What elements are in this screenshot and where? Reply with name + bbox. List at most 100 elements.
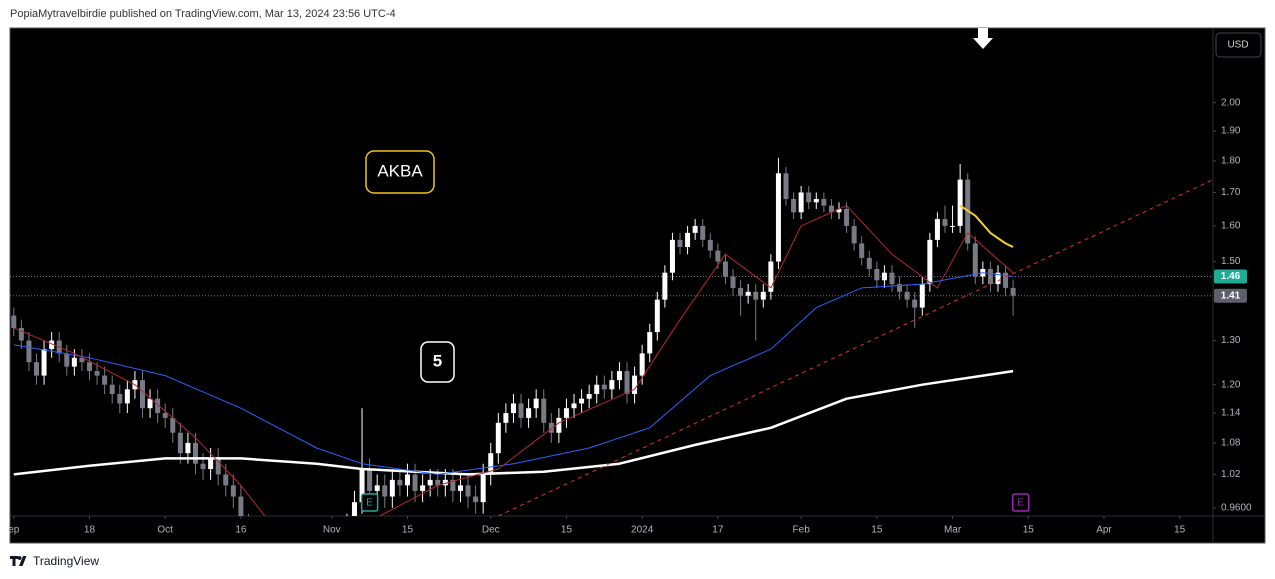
candle-body	[526, 408, 532, 418]
event-marker	[1011, 493, 1030, 512]
candle-body	[874, 268, 880, 281]
candle-body	[420, 485, 426, 491]
candle-body	[124, 389, 130, 404]
candle-body	[337, 544, 342, 556]
candle-body	[571, 403, 577, 409]
y-tick-label: 1.30	[1221, 335, 1241, 346]
candle-body	[579, 398, 585, 404]
candle-body	[768, 261, 774, 292]
badge-box	[420, 341, 455, 383]
candle-body	[753, 291, 759, 300]
candle-body	[510, 403, 516, 414]
candle-body	[791, 198, 797, 213]
candle-body	[11, 315, 17, 328]
x-tick-label: Oct	[157, 525, 173, 536]
currency-box[interactable]	[1215, 32, 1262, 58]
candle-body	[404, 474, 410, 486]
candle-body	[722, 261, 728, 277]
symbol-box	[365, 150, 435, 194]
candle-body	[654, 299, 660, 333]
indicator-line	[498, 179, 1213, 516]
y-tick-label: 1.80	[1221, 156, 1241, 167]
candle-body	[488, 453, 494, 475]
y-tick-label: 1.70	[1221, 187, 1241, 198]
candle-body	[995, 272, 1001, 285]
candle-body	[897, 284, 903, 292]
candle-body	[208, 458, 214, 470]
chart-frame	[9, 27, 1266, 544]
candle-body	[730, 276, 736, 288]
candle-body	[692, 225, 698, 233]
price-label-box	[1214, 269, 1247, 284]
candle-body	[223, 474, 229, 486]
footer-brand: TradingView	[33, 554, 99, 568]
candle-body	[450, 479, 456, 491]
candle-body	[859, 243, 865, 258]
candle-body	[889, 272, 895, 285]
candle-body	[957, 179, 963, 226]
y-tick-label: 1.02	[1221, 469, 1241, 480]
indicator-line	[13, 272, 1014, 475]
candle-body	[351, 502, 357, 516]
candle-body	[435, 479, 441, 486]
candle-body	[389, 479, 395, 497]
x-tick-label: 15	[561, 525, 573, 536]
candle-body	[745, 291, 751, 296]
candle-body	[1010, 287, 1016, 296]
candle-body	[314, 575, 319, 579]
candle-body	[442, 479, 448, 486]
candle-body	[18, 327, 24, 341]
candle-body	[548, 422, 554, 433]
candle-body	[41, 349, 47, 376]
candle-body	[102, 375, 108, 385]
symbol-label: AKBA	[377, 161, 423, 180]
currency-label[interactable]: USD	[1227, 40, 1248, 51]
price-label-box	[1214, 288, 1247, 303]
x-tick-label: 16	[235, 525, 247, 536]
candle-body	[715, 250, 721, 262]
candle-body	[397, 479, 403, 486]
candle-body	[518, 403, 524, 418]
candle-body	[738, 287, 744, 296]
candle-body	[457, 485, 463, 491]
x-tick-label: Feb	[793, 525, 811, 536]
candle-body	[987, 268, 993, 285]
candle-body	[473, 496, 479, 503]
candle-body	[662, 272, 668, 300]
candle-body	[563, 408, 569, 418]
candle-body	[594, 384, 600, 394]
plot-area	[10, 157, 1213, 579]
candle-body	[367, 469, 373, 491]
y-tick-label: 0.9600	[1221, 503, 1252, 514]
candle-body	[284, 562, 289, 568]
candle-body	[866, 257, 872, 269]
x-tick-label: 15	[871, 525, 883, 536]
x-tick-label: Apr	[1096, 525, 1112, 536]
candle-body	[94, 371, 100, 376]
candle-body	[291, 569, 296, 575]
tv-logo	[10, 556, 27, 566]
publish-header: PopiaMytravelbirdie published on Trading…	[10, 8, 396, 20]
indicator-line	[959, 204, 1014, 248]
candle-body	[851, 225, 857, 244]
candle-body	[669, 239, 675, 273]
candle-body	[601, 384, 607, 390]
x-tick-label: 15	[1023, 525, 1035, 536]
candle-body	[934, 219, 940, 240]
candle-body	[495, 422, 501, 454]
candle-body	[192, 442, 198, 464]
y-tick-label: 1.60	[1221, 221, 1241, 232]
candle-body	[269, 550, 274, 556]
candle-body	[844, 208, 850, 226]
price-label: 1.41	[1221, 290, 1241, 301]
candle-body	[33, 362, 39, 376]
candle-body	[942, 219, 948, 226]
candle-body	[821, 198, 827, 206]
y-tick-label: 1.14	[1221, 408, 1241, 419]
candle-body	[533, 398, 539, 409]
candle-body	[541, 398, 547, 423]
x-tick-label: Dec	[482, 525, 500, 536]
candle-body	[632, 375, 638, 394]
candle-body	[64, 353, 70, 367]
